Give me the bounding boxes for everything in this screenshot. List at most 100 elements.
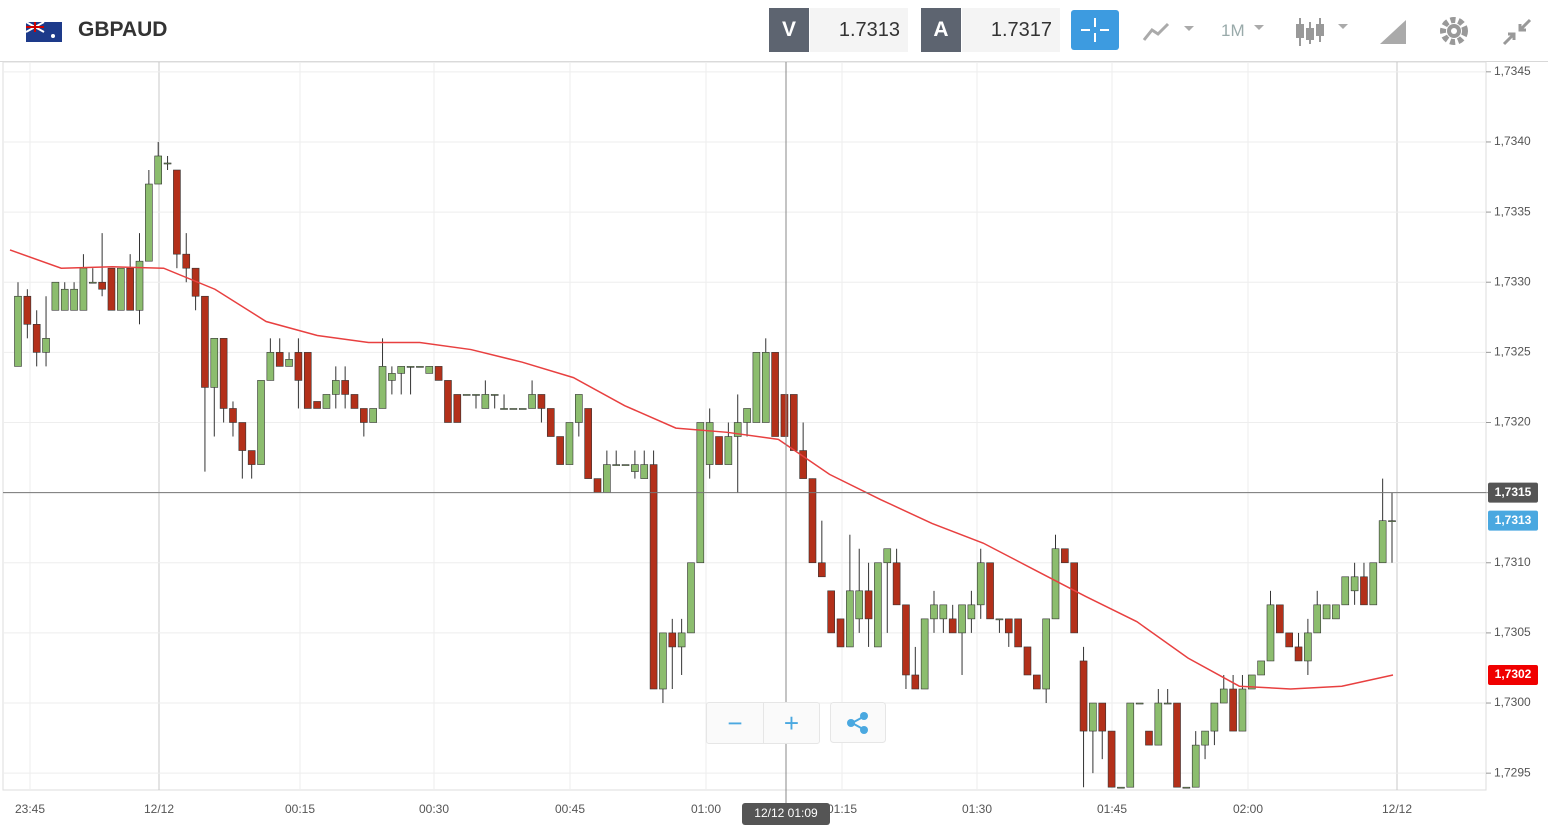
crosshair-button[interactable] — [1071, 10, 1119, 50]
candle-body — [60, 288, 69, 311]
candle-body — [771, 352, 779, 437]
candle-body — [846, 590, 854, 648]
candle-body — [229, 408, 237, 423]
symbol: GBPAUD — [78, 18, 168, 41]
candle-body — [1322, 604, 1331, 620]
candle-body — [565, 422, 574, 465]
y-tick-label: 1,7340 — [1494, 134, 1531, 148]
candle-body — [472, 394, 480, 396]
indicator-button[interactable] — [1140, 18, 1200, 48]
candle-body — [14, 295, 22, 367]
sell-label[interactable]: V — [769, 8, 809, 52]
settings-button[interactable] — [1438, 14, 1472, 48]
candle-body — [117, 267, 125, 311]
draw-button[interactable] — [1376, 14, 1412, 50]
candle-body — [575, 394, 583, 423]
candle-body — [874, 562, 882, 648]
candle-body — [42, 338, 50, 353]
y-tick-label: 1,7330 — [1494, 274, 1531, 288]
candle-body — [1126, 702, 1135, 788]
candle-body — [70, 288, 78, 311]
candle-body — [789, 394, 798, 451]
candle-body — [51, 281, 60, 311]
candle-body — [107, 267, 116, 311]
candle-body — [182, 253, 191, 269]
candle-body — [948, 618, 957, 634]
candle-body — [135, 260, 144, 311]
candle-body — [23, 295, 32, 325]
candle-body — [799, 450, 807, 479]
collapse-button[interactable] — [1500, 16, 1534, 48]
plot-area — [2, 61, 1487, 791]
x-tick-label: 01:15 — [827, 802, 857, 816]
candle-body — [537, 394, 546, 409]
candle-body — [705, 422, 714, 465]
candle-body — [640, 464, 649, 479]
x-tick-label: 12/12 — [144, 802, 174, 816]
ma-price-label: 1,7302 — [1495, 667, 1532, 681]
candle-body — [154, 155, 163, 185]
candle-body — [584, 408, 592, 479]
timeframe-caret — [1254, 25, 1264, 30]
candle-body — [378, 366, 387, 409]
candle-body — [1033, 674, 1041, 690]
candle-body — [864, 590, 873, 620]
candle-body — [668, 632, 677, 648]
candle-body — [88, 281, 97, 284]
candle-body — [808, 478, 817, 564]
candle-body — [79, 267, 88, 311]
candle-body — [1154, 702, 1163, 746]
candle-body — [1079, 660, 1088, 732]
candle-body — [939, 604, 948, 620]
crosshair-time: 12/12 01:09 — [754, 806, 818, 820]
candle-body — [967, 604, 976, 620]
candle-body — [331, 380, 340, 395]
candle-body — [1369, 562, 1378, 606]
candle-body — [986, 562, 994, 620]
toolbar: GBPAUD V 1.7313 A 1.7317 1M — [0, 0, 1548, 62]
candle-body — [818, 562, 826, 578]
candle-body — [603, 464, 611, 493]
candle-body — [677, 632, 686, 648]
crosshair-price-label: 1,7315 — [1495, 485, 1532, 499]
candle-body — [266, 352, 275, 381]
share-button[interactable] — [830, 702, 886, 744]
candle-body — [1276, 604, 1284, 634]
x-tick-label: 01:00 — [691, 802, 721, 816]
candle-body — [687, 562, 695, 634]
buy-label[interactable]: A — [921, 8, 961, 52]
candle-body — [98, 281, 106, 290]
candle-body — [1219, 688, 1228, 704]
y-tick-label: 1,7345 — [1494, 64, 1531, 78]
candle-body — [752, 352, 761, 423]
candle-body — [1061, 548, 1069, 564]
candle-body — [1182, 786, 1191, 789]
candle-body — [518, 408, 527, 410]
candle-body — [238, 422, 247, 451]
candle-body — [902, 604, 910, 676]
candle-body — [649, 464, 658, 690]
candle-body — [631, 464, 639, 472]
y-tick-label: 1,7295 — [1494, 765, 1531, 779]
candle-body — [210, 338, 219, 388]
x-tick-label: 00:30 — [419, 802, 449, 816]
zoom-out[interactable]: − — [727, 708, 743, 738]
zoom-controls: − + — [706, 702, 820, 744]
candle-body — [1107, 730, 1116, 788]
candle-body — [883, 548, 892, 564]
zoom-in[interactable]: + — [763, 703, 819, 743]
timeframe-button[interactable]: 1M — [1221, 21, 1245, 40]
y-tick-label: 1,7320 — [1494, 415, 1531, 429]
sell-price[interactable]: 1.7313 — [810, 8, 908, 52]
x-tick-label: 00:45 — [555, 802, 585, 816]
candle-body — [126, 267, 134, 311]
chart-type-button[interactable] — [1292, 14, 1352, 50]
buy-price[interactable]: 1.7317 — [962, 8, 1060, 52]
candle-body — [481, 394, 490, 409]
candle-body — [1014, 618, 1022, 648]
candle-body — [836, 618, 845, 648]
y-tick-label: 1,7310 — [1494, 555, 1531, 569]
candle-body — [958, 604, 966, 634]
